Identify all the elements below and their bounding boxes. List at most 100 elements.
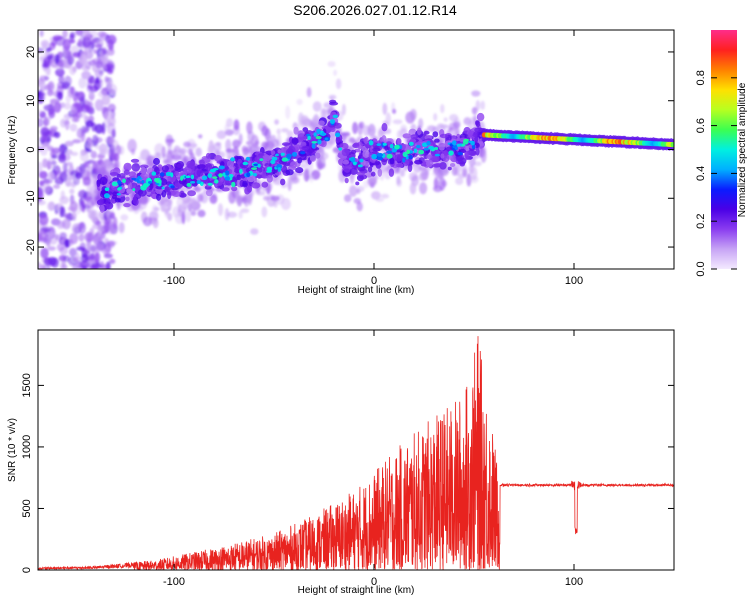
spectrogram-cell xyxy=(335,78,342,90)
spectrogram-cell xyxy=(329,101,339,106)
spectrogram-cell xyxy=(48,108,56,119)
spectrogram-cell xyxy=(343,164,352,173)
spectrogram-cell xyxy=(43,257,54,266)
spectrogram-cell xyxy=(236,175,242,181)
spectrogram-cell xyxy=(286,130,294,137)
spectrogram-cell xyxy=(47,82,54,90)
spectrogram-cell xyxy=(292,173,297,180)
spectrogram-cell xyxy=(385,112,392,127)
spectrogram-cell xyxy=(71,111,76,123)
spectrogram-cell xyxy=(79,150,89,162)
spectrogram-cell xyxy=(205,162,213,172)
spectrogram-cell xyxy=(423,147,430,151)
spectrogram-cell xyxy=(183,141,191,148)
snr-x-tick-label: -100 xyxy=(163,576,185,588)
spectrogram-cell xyxy=(45,47,52,53)
spectrogram-cell xyxy=(69,232,79,245)
spectrogram-cell xyxy=(84,254,90,262)
spectrogram-cell xyxy=(439,133,449,139)
spectrogram-cell xyxy=(56,91,64,100)
spectrogram-cell xyxy=(180,175,184,181)
spectrogram-cell xyxy=(39,30,44,37)
spectrogram-cell xyxy=(64,102,71,110)
spectrogram-cell xyxy=(321,131,325,137)
spectrogram-cell xyxy=(408,141,414,146)
spectrogram-cell xyxy=(106,63,114,70)
spectrogram-cell xyxy=(94,79,103,84)
spectrogram-cell xyxy=(95,243,105,252)
spectrogram-cell xyxy=(52,35,63,41)
spectrogram-cell xyxy=(389,143,394,149)
spectrogram-cell xyxy=(84,231,95,243)
spectrogram-cell xyxy=(350,149,357,155)
spectrogram-cell xyxy=(53,101,62,113)
spectrogram-cell xyxy=(299,114,310,126)
spectrogram-cell xyxy=(409,108,417,121)
spectrogram-cell xyxy=(447,166,452,171)
spectrogram-cell xyxy=(475,100,481,111)
spectrogram-cell xyxy=(228,173,234,179)
spectrogram-cell xyxy=(187,148,193,156)
spectrogram-cell xyxy=(244,187,251,195)
snr-y-tick-label: 0 xyxy=(21,567,33,573)
colorbar-tick-label: 0.2 xyxy=(695,214,707,229)
spectrogram-cell xyxy=(434,138,440,143)
spectrogram-cell xyxy=(285,169,294,176)
spectrogram-x-tick-label: -100 xyxy=(163,275,185,287)
spectrogram-cell xyxy=(190,180,196,184)
spectrogram-cell xyxy=(197,209,206,218)
spectrogram-cell xyxy=(356,188,361,195)
spectrogram-cell xyxy=(225,148,234,153)
spectrogram-cell xyxy=(333,69,338,76)
spectrogram-cell xyxy=(423,130,430,135)
spectrogram-cell xyxy=(367,166,373,173)
spectrogram-cell xyxy=(371,191,381,200)
spectrogram-cell xyxy=(280,178,286,186)
spectrogram-cell xyxy=(431,171,440,177)
spectrogram-cell xyxy=(100,143,109,155)
spectrogram-cell xyxy=(402,157,406,163)
spectrogram-x-tick-label: 0 xyxy=(371,275,377,287)
spectrogram-cell xyxy=(38,142,42,147)
spectrogram-cell xyxy=(272,139,280,149)
spectrogram-cell xyxy=(118,172,126,179)
spectrogram-cell xyxy=(227,160,234,168)
spectrogram-cell xyxy=(39,91,47,101)
spectrogram-cell xyxy=(69,200,78,213)
spectrogram-cell xyxy=(158,200,164,206)
spectrogram-cell xyxy=(69,188,75,195)
spectrogram-cell xyxy=(475,120,481,128)
spectrogram-cell xyxy=(88,59,96,66)
spectrogram-cell xyxy=(89,185,99,198)
spectrogram-cell xyxy=(434,146,439,151)
spectrogram-cell xyxy=(433,113,438,121)
spectrogram-cell xyxy=(59,246,69,255)
snr-x-tick-label: 100 xyxy=(565,576,583,588)
spectrogram-cell xyxy=(137,188,147,197)
figure-title: S206.2026.027.01.12.R14 xyxy=(293,2,457,18)
spectrogram-cell xyxy=(59,143,68,154)
spectrogram-cell xyxy=(187,190,196,197)
spectrogram-cell xyxy=(277,149,282,154)
spectrogram-cell xyxy=(91,160,97,169)
spectrogram-cell xyxy=(451,165,458,176)
spectrogram-cell xyxy=(470,140,475,146)
spectrogram-cell xyxy=(377,168,383,177)
spectrogram-cell xyxy=(80,112,87,119)
spectrogram-cell xyxy=(434,153,440,157)
spectrogram-cell xyxy=(46,241,51,248)
spectrogram-cell xyxy=(73,102,82,108)
spectrogram-cell xyxy=(101,94,111,106)
snr-y-tick-label: 500 xyxy=(21,499,33,517)
spectrogram-cell xyxy=(329,118,336,125)
spectrogram-cell xyxy=(440,104,445,114)
spectrogram-cell xyxy=(406,149,411,155)
spectrogram-cell xyxy=(222,172,226,177)
spectrogram-cell xyxy=(480,149,487,163)
spectrogram-cell xyxy=(50,160,57,166)
spectrogram-cell xyxy=(301,145,310,151)
spectrogram-cell xyxy=(95,60,104,69)
spectrogram-cell xyxy=(54,53,60,65)
spectrogram-cell xyxy=(127,138,137,153)
